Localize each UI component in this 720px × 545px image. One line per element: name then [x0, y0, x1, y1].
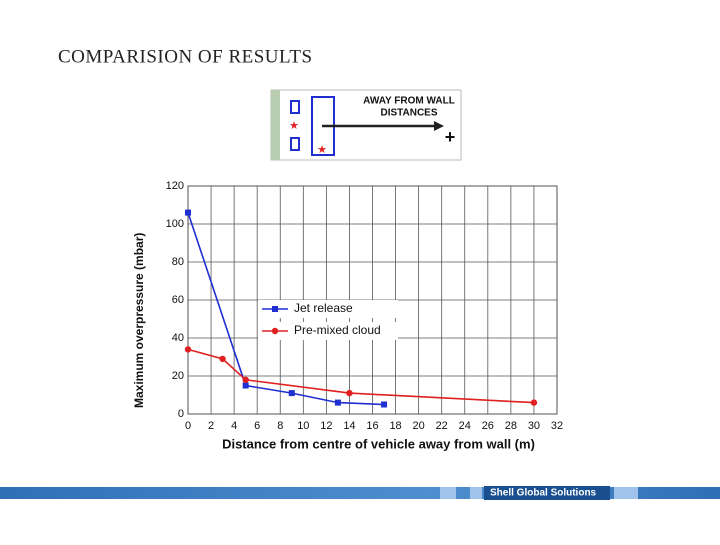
point [242, 376, 249, 383]
point [288, 390, 295, 397]
x-tick-label: 30 [528, 420, 540, 432]
arrow-head [434, 121, 444, 131]
point [346, 389, 353, 397]
y-axis-label: Maximum overpressure (mbar) [132, 233, 146, 408]
star-icon: ★ [317, 144, 327, 156]
diagram-label: DISTANCES [380, 108, 437, 119]
x-tick-label: 10 [297, 420, 309, 432]
point [334, 399, 341, 406]
footer-block [470, 487, 482, 499]
vehicle-icon [290, 100, 300, 114]
footer-block [614, 487, 638, 499]
x-tick-label: 16 [366, 420, 378, 432]
x-tick-label: 18 [389, 420, 401, 432]
x-tick-label: 28 [505, 420, 517, 432]
legend-swatch-bg [258, 300, 398, 318]
point [219, 355, 226, 363]
x-axis-label: Distance from centre of vehicle away fro… [222, 436, 535, 451]
point [530, 399, 538, 406]
y-tick-label: 20 [172, 370, 184, 382]
diagram: ★ ★ AWAY FROM WALL DISTANCES + [270, 89, 462, 161]
legend-marker [271, 327, 279, 335]
vehicle-icon [290, 137, 300, 151]
x-tick-label: 0 [185, 420, 191, 432]
y-tick-label: 0 [178, 408, 184, 420]
x-tick-label: 32 [551, 420, 563, 432]
y-tick-label: 80 [172, 256, 184, 268]
footer: Shell Global Solutions [0, 486, 720, 500]
point [185, 209, 191, 216]
x-tick-label: 8 [277, 420, 283, 432]
legend-label: Pre-mixed cloud [294, 323, 381, 337]
x-tick-label: 22 [436, 420, 448, 432]
x-tick-label: 26 [482, 420, 494, 432]
diagram-sign: + [445, 127, 456, 147]
x-tick-label: 2 [208, 420, 214, 432]
footer-block [440, 487, 456, 499]
star-icon: ★ [289, 120, 299, 132]
diagram-label: AWAY FROM WALL [363, 96, 455, 107]
point [381, 401, 388, 408]
footer-brand-box [484, 486, 610, 500]
point [184, 346, 192, 353]
y-tick-label: 100 [166, 218, 184, 230]
x-tick-label: 6 [254, 420, 260, 432]
footer-band [0, 487, 720, 499]
x-tick-label: 20 [413, 420, 425, 432]
footer-brand: Shell Global Solutions [490, 488, 597, 499]
y-tick-label: 60 [172, 294, 184, 306]
y-tick-label: 40 [172, 332, 184, 344]
legend-label: Jet release [294, 301, 353, 315]
x-tick-label: 4 [231, 420, 237, 432]
legend-swatch-bg [258, 322, 398, 340]
x-tick-label: 12 [320, 420, 332, 432]
wall [271, 90, 280, 160]
x-tick-label: 14 [343, 420, 355, 432]
point [242, 382, 249, 389]
legend-marker [272, 306, 278, 312]
x-tick-label: 24 [459, 420, 471, 432]
slide-title: COMPARISION OF RESULTS [58, 46, 313, 67]
y-tick-label: 120 [166, 180, 184, 192]
